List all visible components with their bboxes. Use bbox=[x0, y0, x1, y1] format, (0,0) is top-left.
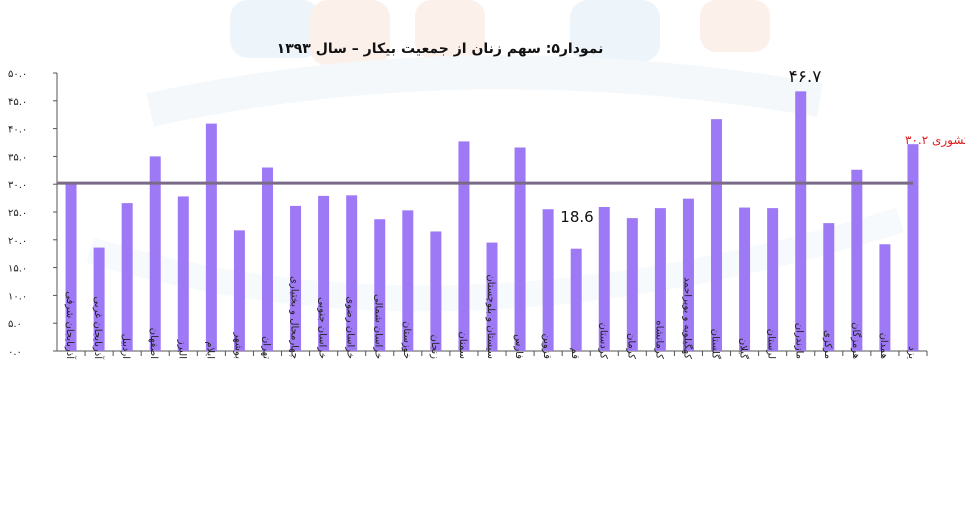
bar bbox=[261, 167, 273, 351]
bar bbox=[654, 208, 666, 351]
x-category-label: کرمان bbox=[625, 333, 636, 359]
y-tick-label: ۳۰.۰ bbox=[8, 180, 27, 191]
bar bbox=[65, 182, 77, 351]
bar bbox=[823, 223, 835, 351]
y-axis-ticks: ۰.۰ ۵.۰ ۱۰.۰ ۱۵.۰ ۲۰.۰ ۲۵.۰ ۳۰.۰ ۳۵.۰ ۴۰.۰ ۴۵.۰ ۵۰… bbox=[8, 69, 57, 358]
x-category-label: کرمانشاه bbox=[653, 320, 664, 359]
x-category-label: کهگیلویه و بویراحمد bbox=[681, 277, 693, 359]
x-category-label: قزوین bbox=[541, 333, 552, 359]
bar bbox=[205, 123, 217, 351]
y-tick-label: ۰.۰ bbox=[8, 347, 22, 358]
bar bbox=[430, 231, 442, 351]
x-category-label: سمنان bbox=[457, 331, 468, 359]
bar bbox=[290, 205, 302, 351]
x-category-label: تهران bbox=[260, 336, 271, 359]
bar bbox=[570, 248, 582, 351]
bar bbox=[458, 141, 470, 351]
y-tick-label: ۲۰.۰ bbox=[8, 236, 27, 247]
x-category-label: گیلان bbox=[738, 338, 750, 359]
y-tick-label: ۴۰.۰ bbox=[8, 125, 27, 136]
bar bbox=[486, 242, 498, 351]
x-category-label: همدان bbox=[878, 333, 889, 359]
bar bbox=[739, 207, 751, 351]
x-category-label: مرکزی bbox=[822, 330, 833, 359]
x-category-label: بوشهر bbox=[232, 332, 243, 359]
y-tick-label: ۱۰.۰ bbox=[8, 291, 27, 302]
max-value-annotation: ۴۶.۷ bbox=[789, 67, 822, 87]
x-category-label: چهارمحال و بختیاری bbox=[289, 276, 300, 359]
bar bbox=[402, 210, 414, 351]
x-category-label: خوزستان bbox=[401, 321, 412, 359]
x-category-label: اردبیل bbox=[120, 334, 131, 359]
bar bbox=[149, 156, 161, 351]
x-category-label: زنجان bbox=[429, 335, 440, 360]
x-category-label: مازندران bbox=[794, 323, 805, 359]
bar bbox=[626, 218, 638, 351]
x-category-label: خراسان شمالی bbox=[373, 294, 384, 359]
x-category-label: البرز bbox=[176, 339, 187, 359]
y-tick-label: ۳۵.۰ bbox=[8, 152, 27, 163]
bar bbox=[682, 198, 694, 351]
x-category-label: کردستان bbox=[597, 322, 608, 359]
bar bbox=[907, 144, 919, 351]
x-category-label: سیستان و بلوچستان bbox=[485, 274, 496, 359]
bar bbox=[121, 203, 133, 351]
x-category-label: یزد bbox=[906, 346, 917, 359]
x-category-label: آذربایجان غربی bbox=[92, 296, 105, 360]
bar bbox=[177, 196, 189, 351]
x-category-label: اصفهان bbox=[148, 328, 159, 359]
x-category-label: گلستان bbox=[710, 329, 722, 360]
bar bbox=[374, 219, 386, 351]
bar bbox=[514, 147, 526, 351]
bar bbox=[346, 195, 358, 351]
x-category-label: آذربایجان شرقی bbox=[64, 291, 77, 360]
chart-title: نمودار۵: سهم زنان از جمعیت بیکار – سال ۱… bbox=[277, 41, 604, 57]
bar bbox=[233, 230, 245, 351]
bar bbox=[542, 209, 554, 351]
bar bbox=[879, 244, 891, 351]
y-tick-label: ۴۵.۰ bbox=[8, 97, 27, 108]
x-category-label: خراسان رضوی bbox=[345, 296, 356, 359]
y-tick-label: ۵۰.۰ bbox=[8, 69, 27, 80]
bar bbox=[598, 206, 610, 351]
x-category-label: خراسان جنوبی bbox=[317, 297, 328, 359]
bar bbox=[795, 91, 807, 352]
x-axis-categories: آذربایجان شرقی آذربایجان غربی اردبیل اصفهان… bbox=[64, 274, 928, 360]
x-category-label: قم bbox=[569, 348, 580, 360]
bar bbox=[318, 195, 330, 351]
min-value-annotation: 18.6 bbox=[560, 208, 593, 226]
y-tick-label: ۱۵.۰ bbox=[8, 264, 27, 275]
x-category-label: لرستان bbox=[766, 329, 777, 359]
y-tick-label: ۵.۰ bbox=[8, 319, 22, 330]
bar bbox=[93, 247, 105, 351]
x-category-label: هرمزگان bbox=[850, 322, 862, 359]
y-tick-label: ۲۵.۰ bbox=[8, 208, 27, 219]
bar-series bbox=[65, 91, 919, 352]
bar bbox=[767, 208, 779, 351]
x-category-label: ایلام bbox=[204, 341, 215, 359]
bar bbox=[851, 169, 863, 351]
national-average-label: کشوری ۳۰.۲ bbox=[905, 133, 965, 148]
bar bbox=[711, 119, 723, 351]
x-category-label: فارس bbox=[513, 334, 524, 359]
